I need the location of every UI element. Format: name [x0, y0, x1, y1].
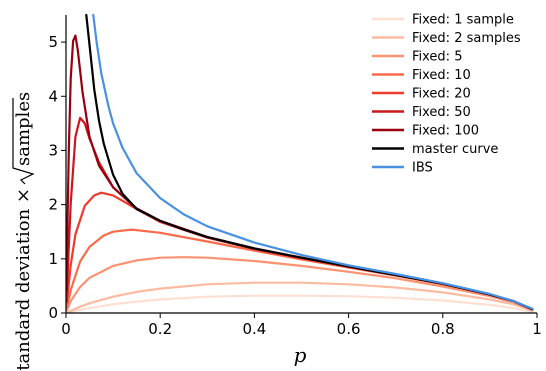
series-line-0: [67, 294, 534, 313]
legend-item: Fixed: 50: [372, 105, 471, 120]
x-tick-label: 0.2: [148, 320, 172, 338]
legend-label: Fixed: 100: [412, 124, 479, 139]
legend-item: Fixed: 100: [372, 124, 479, 139]
legend-item: Fixed: 20: [372, 87, 471, 102]
legend-item: Fixed: 5: [372, 50, 462, 65]
legend-label: Fixed: 20: [412, 87, 471, 102]
legend-label: master curve: [412, 142, 498, 157]
y-ticks: 0 1 2 3 4 5: [48, 33, 66, 322]
legend-label: Fixed: 10: [412, 68, 471, 83]
series-line-1: [67, 281, 534, 313]
plot-lines: [66, 13, 534, 313]
series-line-7: [85, 13, 534, 311]
y-tick-label: 3: [48, 141, 58, 159]
y-tick-label: 2: [48, 196, 58, 214]
y-tick-label: 4: [48, 87, 58, 105]
x-axis-title: p: [294, 343, 307, 367]
x-tick-label: 1: [532, 320, 542, 338]
legend-item: Fixed: 10: [372, 68, 471, 83]
legend-label: Fixed: 50: [412, 105, 471, 120]
legend-label: Fixed: 2 samples: [412, 31, 521, 46]
legend-label: Fixed: 5: [412, 50, 462, 65]
legend-item: Fixed: 1 sample: [372, 13, 514, 28]
x-ticks: 0 0.2 0.4 0.6 0.8 1: [61, 313, 542, 338]
legend-label: IBS: [412, 161, 433, 176]
axes: [65, 15, 537, 314]
y-axis-title: Standard deviation × samples: [12, 92, 35, 371]
y-tick-label: 1: [48, 250, 58, 268]
y-axis-title-prefix: Standard deviation ×: [13, 188, 34, 371]
x-tick-label: 0.6: [337, 320, 361, 338]
y-tick-label: 5: [48, 33, 58, 51]
y-tick-label: 0: [48, 304, 58, 322]
legend-item: IBS: [372, 161, 433, 176]
series-line-8: [92, 13, 534, 310]
series-line-3: [66, 228, 534, 311]
y-axis-title-radicand: samples: [13, 92, 34, 166]
sqrt-sign: [12, 98, 35, 185]
legend: Fixed: 1 sample Fixed: 2 samples Fixed: 5 F…: [372, 13, 521, 176]
legend-label: Fixed: 1 sample: [412, 13, 514, 28]
series-line-2: [66, 256, 534, 312]
x-tick-label: 0.4: [242, 320, 266, 338]
legend-item: master curve: [372, 142, 498, 157]
x-tick-label: 0.8: [431, 320, 455, 338]
x-tick-label: 0: [61, 320, 71, 338]
legend-item: Fixed: 2 samples: [372, 31, 521, 46]
